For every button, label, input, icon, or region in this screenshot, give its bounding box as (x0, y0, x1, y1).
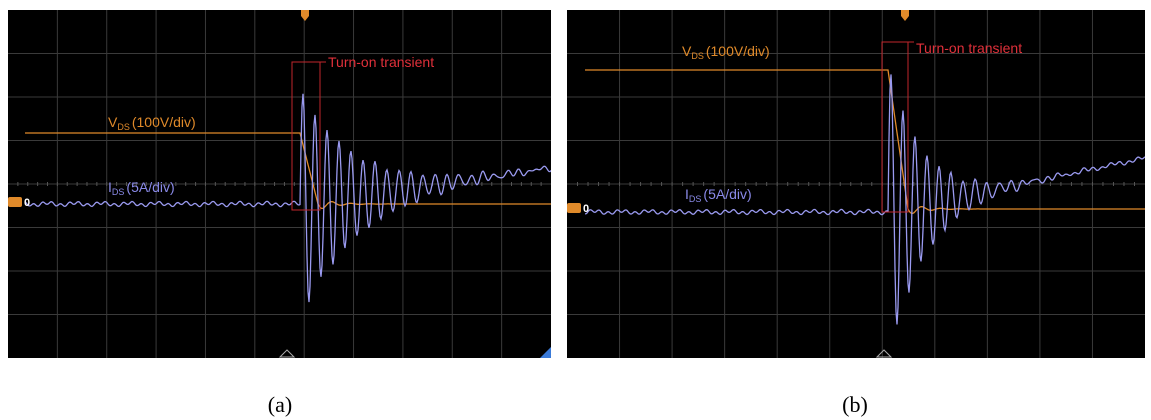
subscript: DS (689, 194, 702, 204)
scale: (5A/div) (703, 186, 751, 202)
channel-tag (567, 203, 581, 213)
annotation: Turn-on transient (328, 54, 434, 70)
annotation: Turn-on transient (916, 40, 1022, 56)
scale: (100V/div) (132, 114, 196, 130)
scale: (5A/div) (126, 179, 174, 195)
caption: (b) (842, 392, 868, 417)
channel-marker: 0 (583, 203, 589, 215)
caption: (a) (268, 392, 292, 417)
subscript: DS (691, 51, 704, 61)
subscript: DS (112, 187, 125, 197)
scale: (100V/div) (706, 43, 770, 59)
channel-marker: 0 (24, 197, 30, 209)
subscript: DS (117, 122, 130, 132)
figure: Turn-on transient VDS(100V/div) IDS(5A/d… (0, 0, 1151, 420)
channel-tag (8, 197, 22, 207)
